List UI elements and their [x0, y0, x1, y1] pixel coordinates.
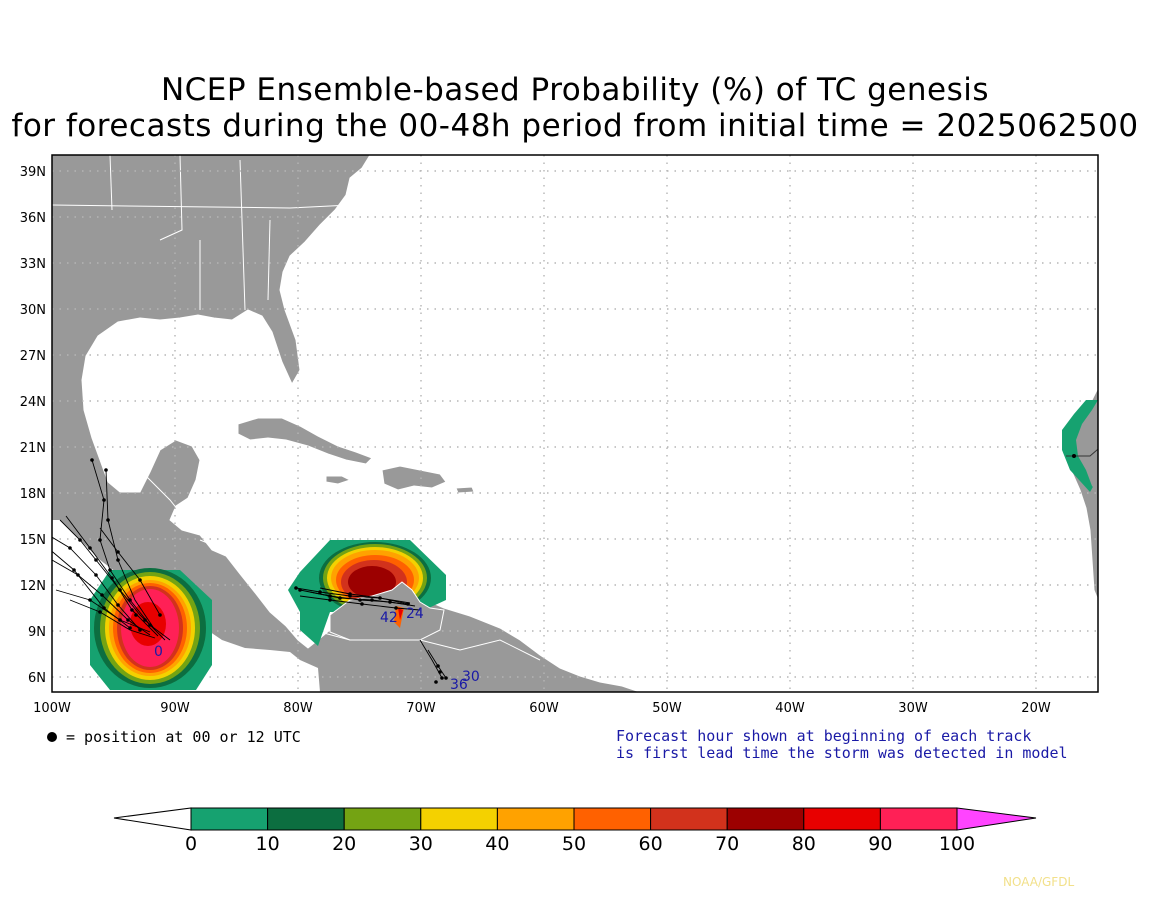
- lon-label: 60W: [529, 701, 559, 716]
- position-marker-icon: [47, 732, 57, 742]
- colorbar-box: [573, 807, 652, 831]
- position-marker-legend: = position at 00 or 12 UTC: [66, 728, 301, 746]
- track-hour-labels: 42 24 0 30 36: [154, 606, 480, 693]
- colorbar-box: [420, 807, 498, 831]
- lat-label: 30N: [20, 303, 46, 318]
- colorbar-tick-label: 100: [939, 833, 975, 855]
- lon-label: 30W: [898, 701, 928, 716]
- colorbar-box: [803, 807, 881, 831]
- lat-label: 39N: [20, 165, 46, 180]
- lat-label: 27N: [20, 349, 46, 364]
- colorbar-tick-label: 40: [485, 833, 509, 855]
- latitude-labels: 39N 36N 33N 30N 27N 24N 21N 18N 15N 12N …: [20, 165, 46, 686]
- colorbar-box: [190, 807, 269, 831]
- lon-label: 70W: [406, 701, 436, 716]
- lat-label: 33N: [20, 257, 46, 272]
- colorbar-boxes: [190, 807, 958, 831]
- chart-title-line-2: for forecasts during the 00-48h period f…: [11, 108, 1139, 144]
- lat-label: 12N: [20, 579, 46, 594]
- track-label-0: 0: [154, 644, 163, 660]
- lat-label: 21N: [20, 441, 46, 456]
- lat-label: 6N: [28, 671, 46, 686]
- colorbar-tick-label: 60: [639, 833, 663, 855]
- colorbar-tick-label: 0: [185, 833, 197, 855]
- lat-label: 15N: [20, 533, 46, 548]
- credit-text: NOAA/GFDL: [1003, 875, 1075, 889]
- colorbar-box: [726, 807, 805, 831]
- lat-label: 9N: [28, 625, 46, 640]
- track-label-36: 36: [450, 677, 468, 693]
- lon-label: 40W: [775, 701, 805, 716]
- puerto-rico: [455, 486, 475, 494]
- lat-label: 24N: [20, 395, 46, 410]
- colorbar-tick-label: 10: [256, 833, 280, 855]
- lon-label: 20W: [1021, 701, 1051, 716]
- track-label-24: 24: [406, 606, 424, 622]
- forecast-hour-note-line-1: Forecast hour shown at beginning of each…: [616, 727, 1031, 745]
- longitude-labels: 100W 90W 80W 70W 60W 50W 40W 30W 20W: [33, 701, 1051, 716]
- colorbar-box: [650, 807, 728, 831]
- genesis-area-caribbean: [288, 540, 446, 646]
- map-area: 42 24 0 30 36: [52, 155, 1098, 693]
- colorbar-box: [267, 807, 345, 831]
- colorbar-tick-label: 50: [562, 833, 586, 855]
- hispaniola: [381, 465, 447, 491]
- colorbar-box: [496, 807, 575, 831]
- map-frame: [51, 154, 1099, 693]
- colorbar-tick-label: 70: [715, 833, 739, 855]
- lon-label: 90W: [160, 701, 190, 716]
- colorbar-labels: 0 10 20 30 40 50 60 70 80 90 100: [185, 833, 975, 855]
- lat-label: 18N: [20, 487, 46, 502]
- lon-label: 100W: [33, 701, 71, 716]
- chart-title-line-1: NCEP Ensemble-based Probability (%) of T…: [160, 72, 990, 108]
- cuba: [237, 417, 373, 465]
- colorbar-above-arrow: [956, 807, 1037, 831]
- lon-label: 50W: [652, 701, 682, 716]
- lat-label: 36N: [20, 211, 46, 226]
- jamaica: [325, 475, 352, 485]
- colorbar-tick-label: 30: [409, 833, 433, 855]
- lon-label: 80W: [283, 701, 313, 716]
- colorbar-tick-label: 80: [792, 833, 816, 855]
- colorbar-box: [343, 807, 422, 831]
- colorbar-tick-label: 90: [868, 833, 892, 855]
- track-label-42: 42: [380, 610, 398, 626]
- colorbar-tick-label: 20: [332, 833, 356, 855]
- colorbar-below-arrow: [113, 807, 192, 831]
- genesis-area-east-atlantic: [1062, 400, 1098, 492]
- colorbar-box: [879, 807, 958, 831]
- forecast-hour-note-line-2: is first lead time the storm was detecte…: [616, 744, 1068, 762]
- track-label-30: 30: [462, 669, 480, 685]
- track-position-dots: [68, 458, 448, 684]
- colorbar: 0 10 20 30 40 50 60 70 80 90 100: [113, 807, 1037, 855]
